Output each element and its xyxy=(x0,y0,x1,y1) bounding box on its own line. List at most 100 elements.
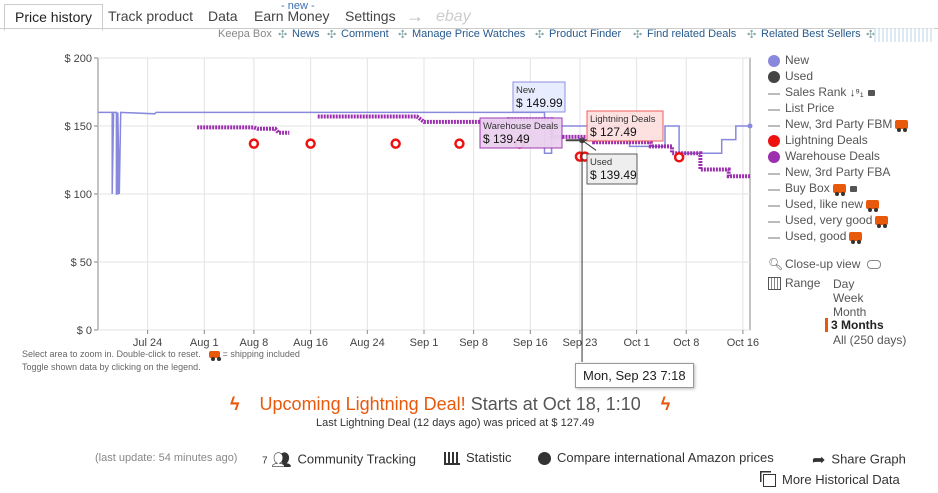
annotation-value: $ 127.49 xyxy=(590,125,637,139)
legend-line xyxy=(768,205,780,207)
legend-dot xyxy=(768,151,780,163)
x-tick-label: Sep 16 xyxy=(513,337,548,349)
tab-settings[interactable]: Settings xyxy=(345,8,396,24)
truck-icon xyxy=(875,216,889,229)
link-product-finder[interactable]: Product Finder xyxy=(549,28,622,40)
truck-icon xyxy=(895,120,909,133)
toggle-icon xyxy=(866,260,881,270)
link-related-best-sellers[interactable]: Related Best Sellers xyxy=(761,28,861,40)
y-tick-label: $ 200 xyxy=(64,53,92,65)
link-manage-price-watches[interactable]: Manage Price Watches xyxy=(412,28,526,40)
lightning-deal-point xyxy=(673,152,685,163)
separator-icon: ✣ xyxy=(866,29,876,41)
link-keepa-box[interactable]: Keepa Box xyxy=(218,28,272,40)
tab-track-product[interactable]: Track product xyxy=(108,8,194,24)
x-tick-label: Aug 8 xyxy=(240,337,269,349)
statistic-link[interactable]: Statistic xyxy=(444,450,512,466)
bar-chart-icon xyxy=(444,452,460,466)
truck-icon xyxy=(209,351,221,362)
community-tracking-link[interactable]: 7 👥︎ Community Tracking xyxy=(262,450,416,470)
compare-label: Compare international Amazon prices xyxy=(557,450,774,465)
tab-divider xyxy=(0,28,938,29)
truck-icon xyxy=(849,232,863,245)
legend-line xyxy=(768,125,780,127)
legend-line xyxy=(768,237,780,239)
sort-icon: ↓⁹₁ xyxy=(849,87,864,99)
tab-earn-money[interactable]: Earn Money xyxy=(254,8,330,24)
tab-ebay[interactable]: ebay xyxy=(436,8,471,25)
link-comment[interactable]: Comment xyxy=(341,28,389,40)
hover-crosshair-diagonal xyxy=(581,139,597,151)
annotation-label: New xyxy=(516,85,535,96)
y-axis: $ 0 $ 50 $ 100 $ 150 $ 200 xyxy=(64,53,98,337)
statistic-label: Statistic xyxy=(466,450,512,465)
x-tick-label: Aug 24 xyxy=(350,337,385,349)
x-tick-label: Oct 8 xyxy=(673,337,699,349)
search-icon: 🔍︎ xyxy=(768,257,784,271)
lightning-deal-point xyxy=(454,138,465,149)
range-month[interactable]: Month xyxy=(833,305,867,319)
calendar-icon xyxy=(768,277,781,290)
legend-line xyxy=(768,221,780,223)
more-label: More Historical Data xyxy=(782,472,900,487)
x-tick-label: Jul 24 xyxy=(133,337,162,349)
tab-data[interactable]: Data xyxy=(208,8,238,24)
range-all[interactable]: All (250 days) xyxy=(833,333,907,347)
chart-grid xyxy=(97,57,751,331)
tab-bar: Price history Track product Data - new -… xyxy=(0,0,938,31)
deal-start-time: Starts at Oct 18, 1:10 xyxy=(470,394,641,414)
legend-hint: Toggle shown data by clicking on the leg… xyxy=(22,362,201,372)
truck-icon xyxy=(832,184,846,197)
x-axis: Jul 24 Aug 1 Aug 8 Aug 16 Aug 24 Sep 1 Sep 8 Se… xyxy=(133,330,759,349)
new-endpoint xyxy=(747,123,753,129)
annotation-value: $ 139.49 xyxy=(590,168,637,182)
annotation-label: Warehouse Deals xyxy=(483,121,558,132)
separator-icon: ✣ xyxy=(633,29,643,41)
compare-prices-link[interactable]: Compare international Amazon prices xyxy=(538,450,774,466)
new-badge: - new - xyxy=(281,0,315,12)
community-label: Community Tracking xyxy=(297,451,416,467)
legend-line xyxy=(768,189,780,191)
lightning-icon: ϟ xyxy=(230,394,240,414)
tab-price-history[interactable]: Price history xyxy=(4,4,104,31)
x-tick-label: Oct 1 xyxy=(623,337,649,349)
annotation-value: $ 149.99 xyxy=(516,96,563,110)
lock-icon xyxy=(849,185,857,192)
copy-icon xyxy=(763,474,776,488)
share-graph-link[interactable]: ➦ Share Graph xyxy=(812,450,906,470)
y-tick-label: $ 50 xyxy=(71,257,92,269)
separator-icon: ✣ xyxy=(327,29,337,41)
x-tick-label: Aug 1 xyxy=(190,337,219,349)
new-price-line xyxy=(98,111,750,195)
link-related-deals[interactable]: Find related Deals xyxy=(647,28,737,40)
more-historical-data-link[interactable]: More Historical Data xyxy=(763,472,900,488)
globe-icon xyxy=(538,452,551,466)
range-day[interactable]: Day xyxy=(833,277,855,291)
y-tick-label: $ 0 xyxy=(77,325,92,337)
lightning-deal-point xyxy=(305,138,316,149)
price-history-chart[interactable]: $ 0 $ 50 $ 100 $ 150 $ 200 Jul 24 Aug 1 Aug 8 A… xyxy=(0,44,770,364)
community-count: 7 xyxy=(262,455,268,467)
annotation-label: Used xyxy=(590,157,612,168)
range-week[interactable]: Week xyxy=(833,291,864,305)
annotation-value: $ 139.49 xyxy=(483,132,530,146)
separator-icon: ✣ xyxy=(398,29,408,41)
legend-dot xyxy=(768,71,780,83)
hover-date-tooltip: Mon, Sep 23 7:18 xyxy=(575,363,694,388)
legend-dot xyxy=(768,55,780,67)
y-tick-label: $ 150 xyxy=(64,121,92,133)
link-overflow xyxy=(874,28,934,42)
legend-line xyxy=(768,109,780,111)
quick-links: Keepa Box ✣ News ✣ Comment ✣ Manage Pric… xyxy=(0,28,938,42)
y-tick-label: $ 100 xyxy=(64,189,92,201)
separator-icon: ✣ xyxy=(535,29,545,41)
last-update: (last update: 54 minutes ago) xyxy=(95,452,238,464)
range-3-months[interactable]: 3 Months xyxy=(825,318,884,332)
last-deal-info: Last Lightning Deal (12 days ago) was pr… xyxy=(316,417,595,429)
share-label: Share Graph xyxy=(831,451,906,467)
annotation-box xyxy=(586,110,664,142)
upcoming-deal-label: Upcoming Lightning Deal! xyxy=(259,394,466,414)
link-news[interactable]: News xyxy=(292,28,320,40)
x-tick-label: Sep 8 xyxy=(459,337,488,349)
